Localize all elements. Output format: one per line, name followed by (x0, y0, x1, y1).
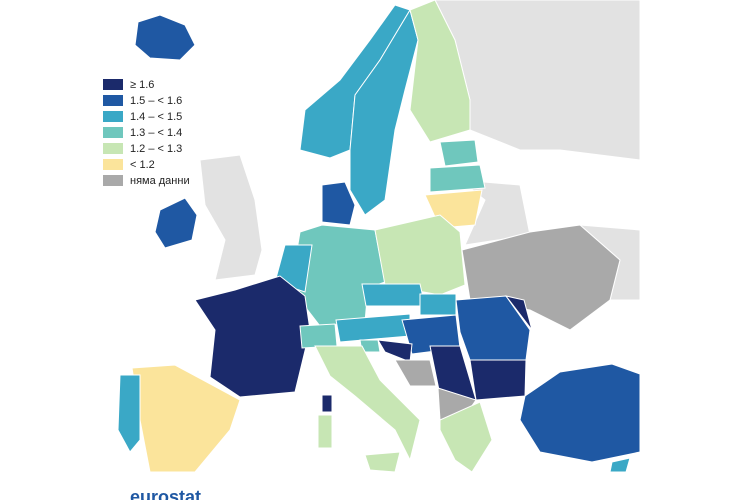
sardinia (317, 414, 333, 449)
bosnia (394, 359, 437, 387)
spain (131, 364, 241, 473)
sweden (349, 8, 419, 216)
bulgaria (469, 359, 527, 401)
finland (409, 0, 471, 143)
legend-label: 1.4 – < 1.5 (130, 111, 182, 123)
sicily (364, 451, 401, 473)
france (194, 275, 311, 398)
legend-label: 1.5 – < 1.6 (130, 95, 182, 107)
croatia (377, 339, 413, 363)
denmark (321, 181, 356, 226)
uk (199, 154, 263, 281)
countries (117, 0, 641, 473)
czechia (361, 283, 426, 307)
russia (434, 0, 641, 161)
legend-swatch (103, 175, 123, 186)
logo: eurostat (130, 487, 201, 500)
legend-swatch (103, 79, 123, 90)
legend-swatch (103, 159, 123, 170)
legend-label: < 1.2 (130, 159, 155, 171)
legend-label: няма данни (130, 175, 190, 187)
slovakia (419, 293, 457, 316)
legend-label: 1.3 – < 1.4 (130, 127, 182, 139)
non-eu-areas (199, 0, 641, 301)
legend-label: ≥ 1.6 (130, 79, 154, 91)
latvia (429, 164, 486, 193)
legend-label: 1.2 – < 1.3 (130, 143, 182, 155)
poland (374, 214, 466, 296)
italy (314, 345, 421, 462)
turkey (519, 363, 641, 463)
switzerland (299, 323, 338, 349)
legend-swatch (103, 95, 123, 106)
cyprus (609, 457, 631, 473)
germany (294, 224, 386, 327)
greece (439, 401, 493, 473)
legend: ≥ 1.6 1.5 – < 1.6 1.4 – < 1.5 1.3 – < 1.4 1.… (103, 79, 190, 187)
ireland (154, 197, 198, 249)
moldova (504, 295, 533, 331)
legend-swatch (103, 127, 123, 138)
estonia (439, 139, 479, 167)
corsica (321, 394, 333, 413)
legend-swatch (103, 143, 123, 154)
iceland (134, 14, 196, 61)
legend-swatch (103, 111, 123, 122)
portugal (117, 374, 141, 453)
